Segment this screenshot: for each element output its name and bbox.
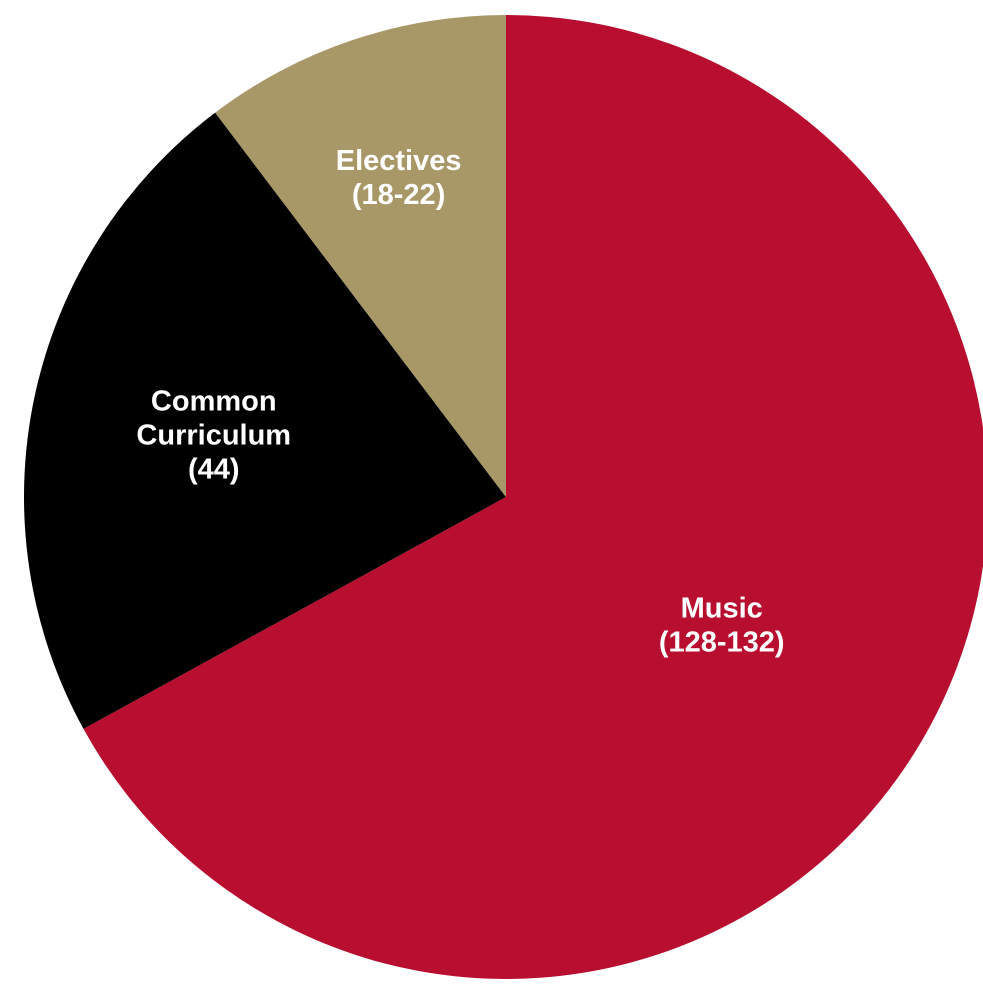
pie-label-common-curriculum: Common Curriculum (44) <box>136 386 291 486</box>
pie-slice-electives <box>215 15 507 497</box>
pie-slices <box>23 15 983 979</box>
pie-label-line: Electives <box>336 145 462 177</box>
pie-label-line: Common <box>151 386 277 418</box>
pie-label-line: (18-22) <box>352 179 446 211</box>
pie-slice-music <box>83 15 983 979</box>
pie-label-electives: Electives (18-22) <box>336 145 462 211</box>
pie-label-music: Music (128-132) <box>659 593 785 659</box>
pie-label-line: (44) <box>188 454 240 486</box>
pie-label-line: (128-132) <box>659 627 785 659</box>
pie-label-line: Music <box>681 593 763 625</box>
pie-slice-common-curriculum <box>23 112 507 729</box>
pie-label-line: Curriculum <box>136 420 291 452</box>
pie-labels: Music (128-132) Common Curriculum (44) Electi… <box>136 145 784 659</box>
